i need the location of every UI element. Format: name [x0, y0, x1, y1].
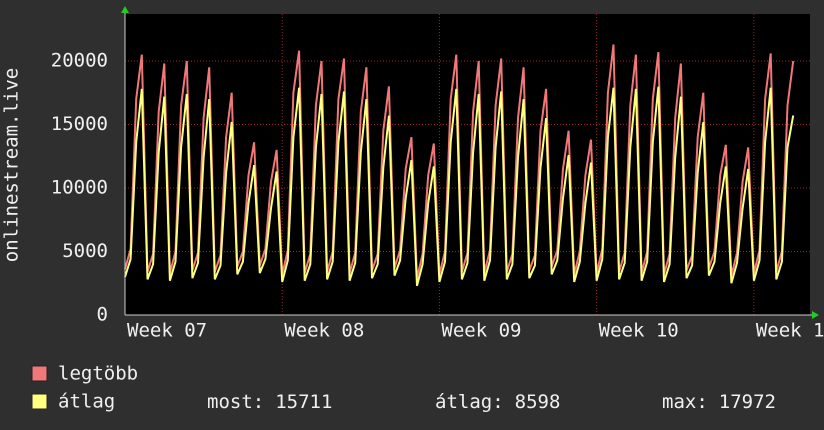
legend: legtöbb átlag most: 15711 átlag: 8598 max: 1797… — [31, 363, 776, 413]
stat-value: 15711 — [275, 391, 332, 413]
x-tick-label: Week 10 — [599, 320, 679, 342]
y-tick-label: 15000 — [51, 113, 108, 135]
x-tick-label: Week 11 — [756, 320, 824, 342]
x-tick-label: Week 08 — [284, 320, 364, 342]
stat-label: max: — [662, 391, 708, 413]
x-arrow — [812, 311, 819, 319]
legend-label: átlag — [58, 391, 115, 413]
stat: most: 15711 — [207, 391, 332, 413]
legend-swatch — [31, 393, 48, 410]
y-axis-label: onlinestream.live — [1, 68, 23, 262]
stat: átlag: 8598 — [435, 391, 560, 413]
legend-swatch — [31, 365, 48, 382]
stat-value: 8598 — [515, 391, 561, 413]
x-tick-label: Week 07 — [127, 320, 207, 342]
stat-value: 17972 — [719, 391, 776, 413]
lines — [124, 44, 795, 287]
y-tick-label: 0 — [97, 304, 108, 326]
x-tick-label: Week 09 — [441, 320, 521, 342]
stat: max: 17972 — [662, 391, 776, 413]
y-tick-label: 5000 — [62, 240, 108, 262]
legend-label: legtöbb — [58, 363, 138, 385]
stat-label: átlag: — [435, 391, 504, 413]
y-arrow — [121, 6, 129, 13]
y-tick-label: 20000 — [51, 49, 108, 71]
series-line — [124, 86, 795, 287]
y-tick-label: 10000 — [51, 176, 108, 198]
stat-label: most: — [207, 391, 264, 413]
